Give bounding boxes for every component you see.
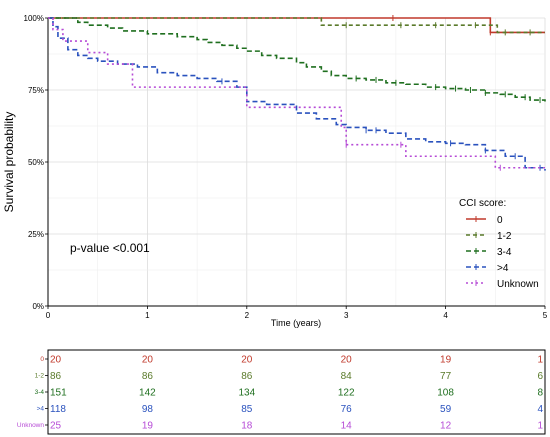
risk-row-label: 1-2 [35,373,45,380]
risk-cell: 4 [537,404,543,415]
y-ticks: 0% 25% 50% 75% 100% [24,14,48,311]
x-tick-label: 0 [46,311,51,320]
x-tick-label: 4 [443,311,448,320]
risk-cell: 20 [50,355,62,366]
series-line-2 [48,17,546,102]
risk-row-label: 3-4 [35,389,45,396]
risk-cell: 122 [338,388,355,399]
risk-cell: 1 [537,421,543,432]
legend-label: Unknown [497,279,539,290]
risk-cell: 134 [238,388,255,399]
risk-row-label: 0 [40,356,44,363]
risk-cell: 85 [241,404,253,415]
risk-cell: 86 [50,371,62,382]
risk-cell: 59 [440,404,452,415]
risk-table: 0 20 20 20 20 19 11-2 86 86 86 84 77 63-4 151 142 134 12… [17,355,544,432]
risk-cell: 86 [142,371,154,382]
risk-cell: 8 [537,388,543,399]
risk-table-frame [47,349,546,435]
legend-label: 1-2 [497,231,512,242]
risk-row-label: Unknown [17,422,44,429]
risk-row-label: >4 [37,406,45,413]
risk-cell: 108 [437,388,454,399]
risk-cell: 20 [341,355,353,366]
risk-cell: 151 [50,388,67,399]
series-line-4 [48,17,545,169]
y-tick-label: 50% [28,158,44,167]
risk-cell: 20 [142,355,154,366]
legend-title: CCI score: [459,198,506,209]
risk-cell: 118 [50,404,66,415]
x-tick-label: 1 [145,311,150,320]
risk-cell: 19 [440,355,452,366]
risk-cell: 20 [241,355,253,366]
x-tick-label: 2 [245,311,250,320]
risk-cell: 18 [241,421,253,432]
legend-label: 0 [497,215,503,226]
risk-cell: 6 [537,371,543,382]
x-tick-label: 5 [543,311,548,320]
legend-label: >4 [497,263,509,274]
p-value-annotation: p-value <0.001 [70,241,150,255]
x-axis-title: Time (years) [271,318,321,328]
legend-label: 3-4 [497,247,512,258]
series-layer [48,15,546,171]
legend: CCI score: 0 1-2 3-4 >4 Unknown [459,198,539,290]
y-tick-label: 75% [28,86,44,95]
risk-cell: 142 [139,388,156,399]
risk-cell: 25 [50,421,62,432]
y-tick-label: 0% [32,302,44,311]
risk-cell: 76 [341,404,353,415]
y-axis-title: Survival probability [2,112,16,213]
risk-cell: 19 [142,421,154,432]
risk-cell: 12 [440,421,452,432]
y-tick-label: 100% [24,14,44,23]
risk-cell: 86 [241,371,253,382]
risk-cell: 77 [440,371,452,382]
risk-cell: 84 [341,371,353,382]
y-tick-label: 25% [28,230,44,239]
series-line-3 [48,17,546,171]
risk-cell: 14 [341,421,353,432]
x-ticks: 0 1 2 3 4 5 [46,306,548,320]
risk-cell: 98 [142,404,154,415]
risk-cell: 1 [537,355,543,366]
x-tick-label: 3 [344,311,349,320]
